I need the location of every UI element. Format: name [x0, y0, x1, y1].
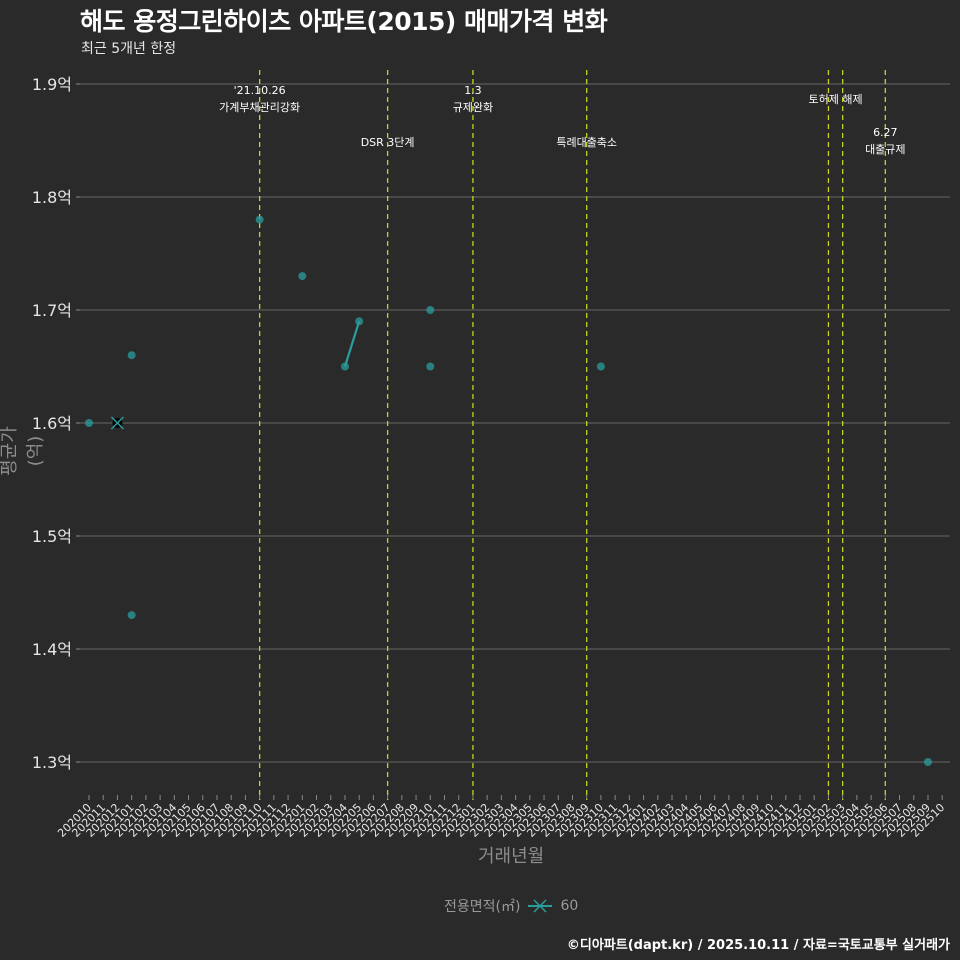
- data-point: [85, 419, 93, 427]
- y-tick-label: 1.8억: [32, 188, 72, 207]
- event-date-label: '21.10.26: [234, 84, 286, 97]
- y-tick-label: 1.9억: [32, 75, 72, 94]
- data-point: [127, 611, 136, 620]
- event-label: 특례대출축소: [556, 136, 617, 149]
- data-point: [298, 272, 307, 281]
- data-point: [923, 758, 932, 766]
- event-date-label: 1.3: [464, 84, 482, 97]
- series-line: [343, 320, 361, 367]
- chart-subtitle: 최근 5개년 한정: [81, 41, 177, 57]
- legend-line-x-icon: [528, 899, 553, 913]
- y-tick-label: 1.5억: [32, 527, 72, 546]
- y-tick-label: 1.3억: [32, 753, 72, 772]
- y-tick-label: 1.7억: [32, 301, 72, 320]
- event-label: 토허제 해제: [808, 92, 862, 106]
- event-label: 가계부채관리강화: [219, 101, 300, 114]
- legend: 전용면적(㎡) 60: [444, 896, 578, 916]
- data-point: [255, 215, 264, 224]
- y-tick-label: 1.6억: [32, 414, 72, 433]
- y-axis-title: 평균가(억): [0, 426, 46, 476]
- x-axis-title: 거래년월: [478, 846, 545, 867]
- legend-entry-label: 60: [560, 898, 579, 914]
- data-point: [340, 362, 349, 371]
- data-point: [426, 362, 435, 371]
- y-tick-label: 1.4억: [32, 640, 72, 659]
- data-point: [426, 306, 435, 314]
- footer-credit: ©디아파트(dapt.kr) / 2025.10.11 / 자료=국토교통부 실…: [566, 938, 950, 953]
- legend-title: 전용면적(㎡): [444, 899, 521, 915]
- data-point: [127, 351, 136, 360]
- data-point: [355, 317, 364, 326]
- event-date-label: 6.27: [873, 126, 898, 139]
- event-label: 규제완화: [453, 101, 493, 114]
- event-label: DSR 3단계: [361, 136, 415, 149]
- data-point: [596, 362, 605, 371]
- event-label: 대출규제: [865, 143, 905, 156]
- chart-title: 해도 용정그린하이츠 아파트(2015) 매매가격 변화: [80, 7, 608, 36]
